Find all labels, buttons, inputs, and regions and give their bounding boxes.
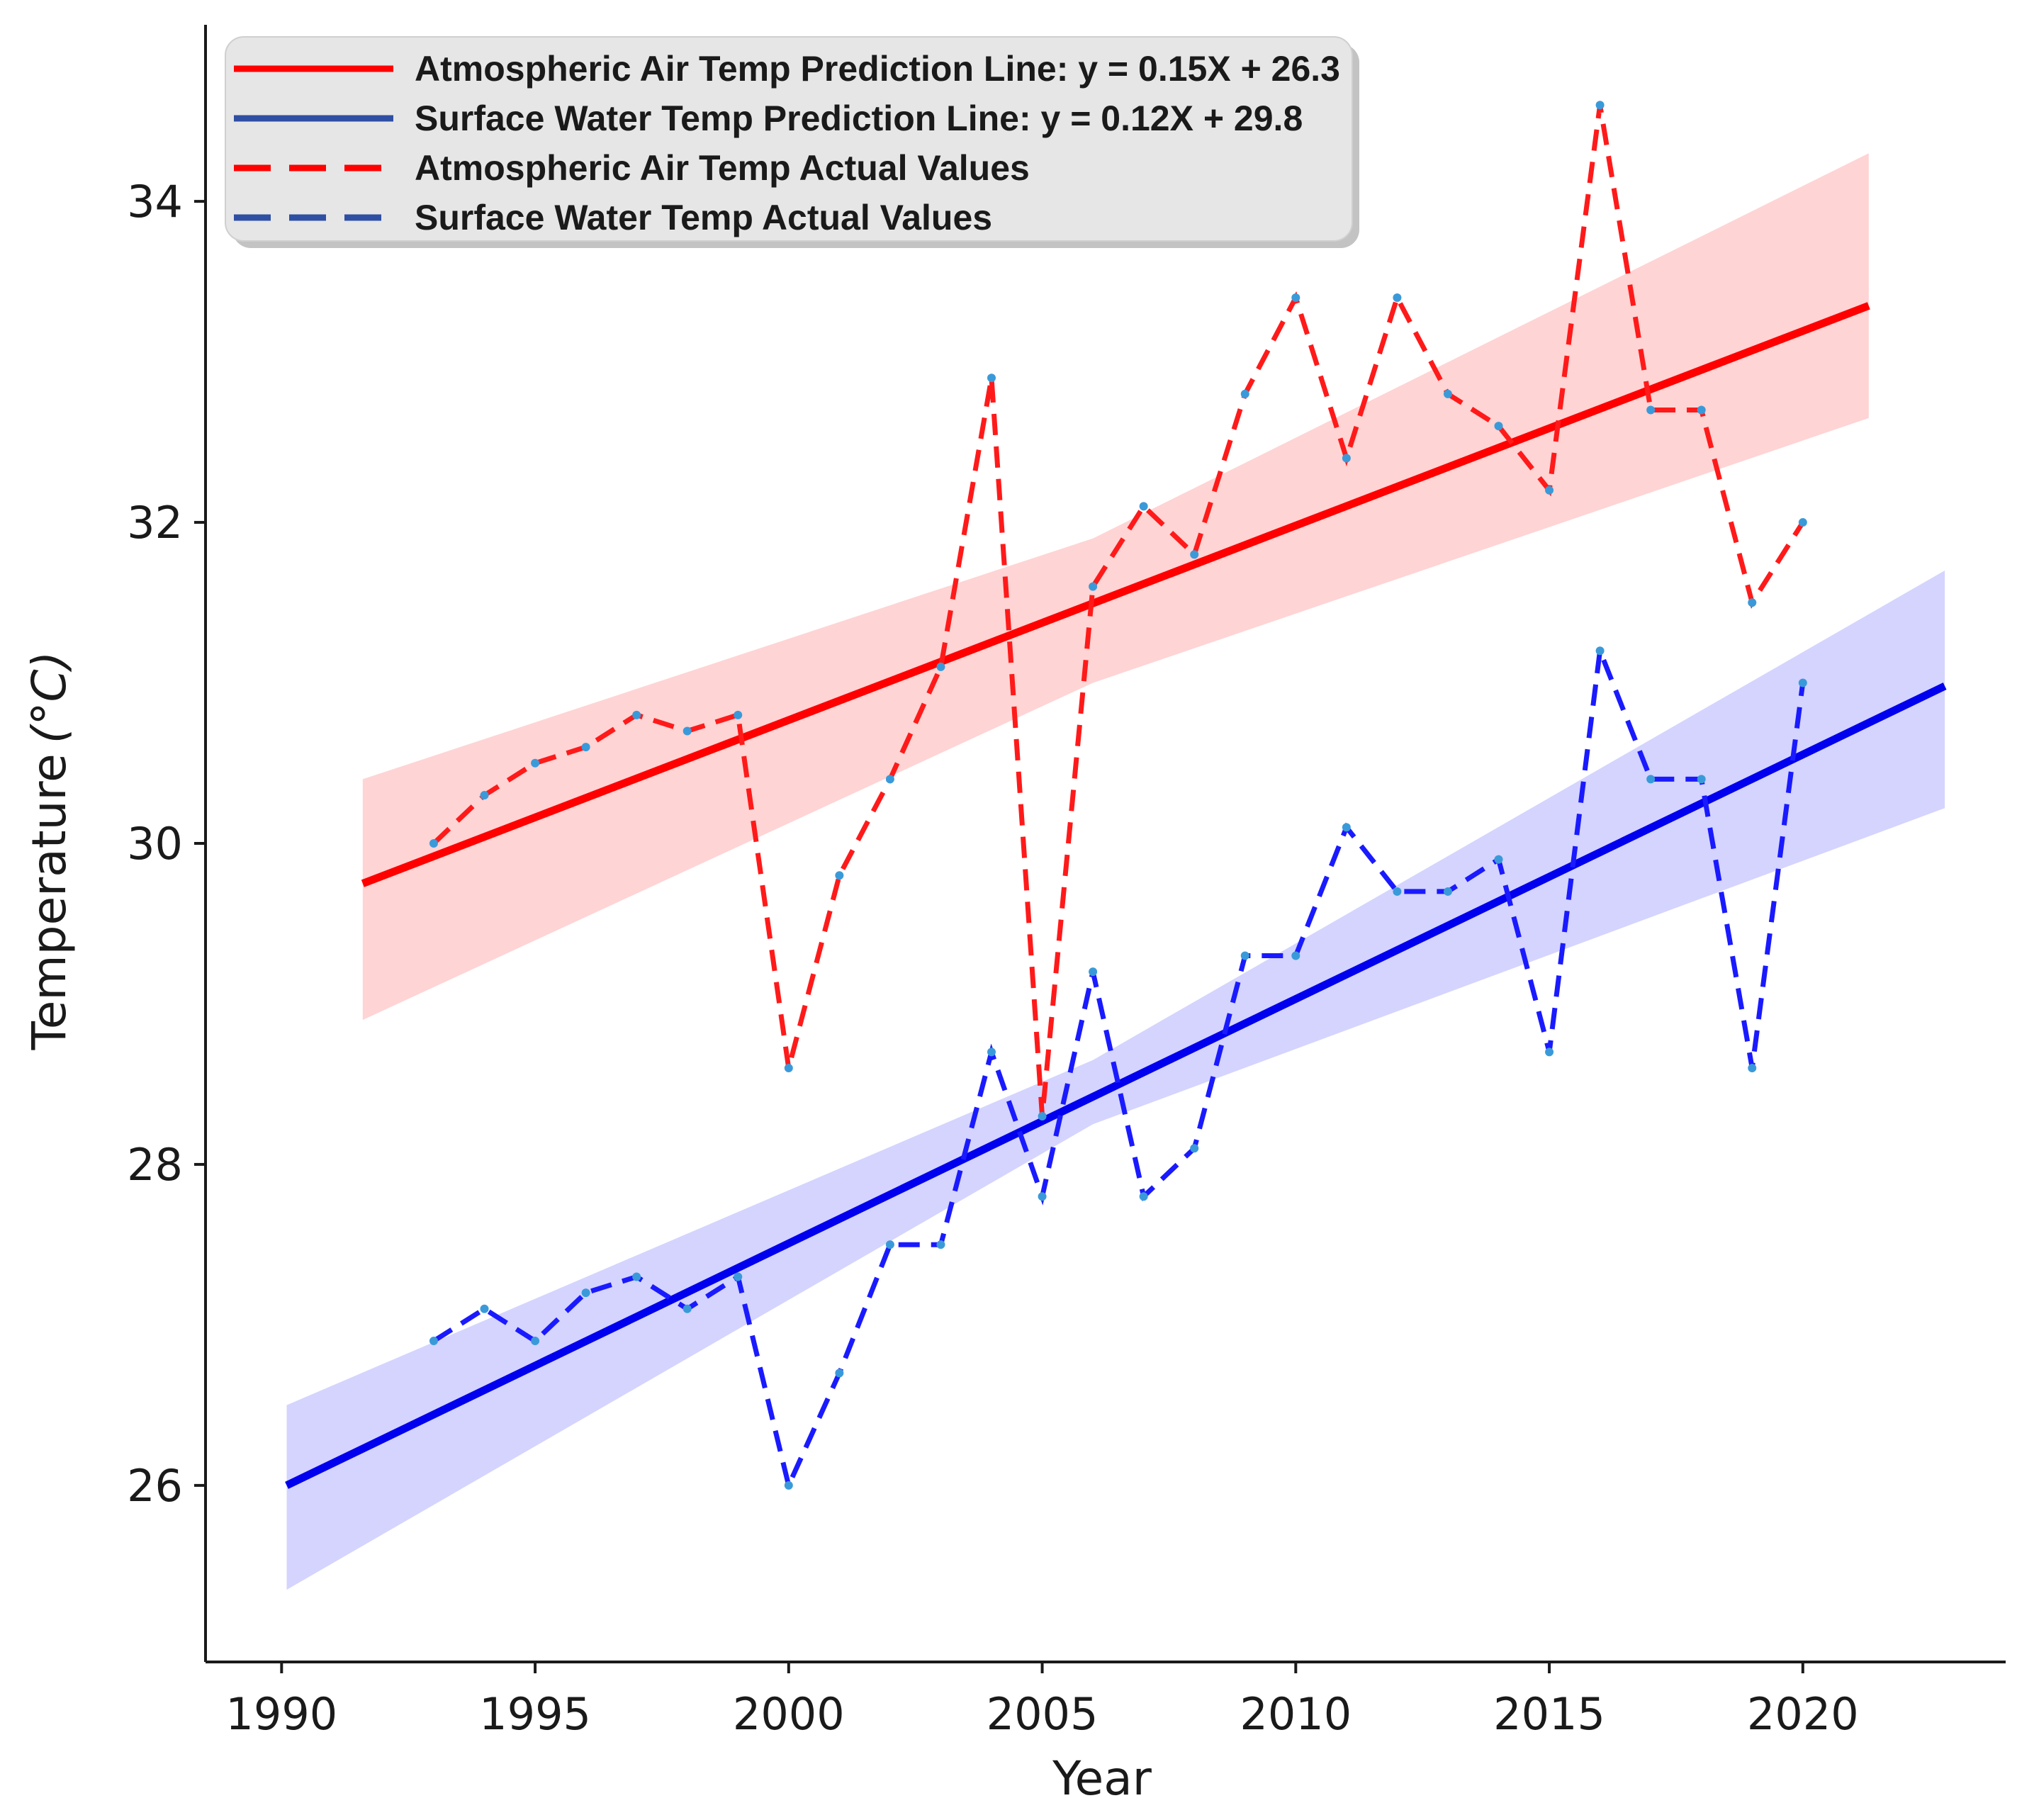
data-lines xyxy=(285,101,1947,1493)
data-point xyxy=(682,726,692,736)
data-point xyxy=(1646,775,1656,784)
data-point xyxy=(1545,485,1554,495)
legend-box xyxy=(225,36,1353,242)
data-point xyxy=(1494,422,1503,431)
data-point xyxy=(835,1369,844,1378)
data-point xyxy=(1190,550,1199,559)
data-point xyxy=(734,710,743,719)
x-tick-label: 1995 xyxy=(479,1688,591,1740)
y-axis-title: Temperature (°C) xyxy=(22,651,77,1051)
actual-values-line-1 xyxy=(432,649,1806,1493)
data-point xyxy=(1748,1064,1757,1073)
data-point xyxy=(1291,951,1300,960)
y-tick-label: 32 xyxy=(127,497,183,549)
legend-label-0: Atmospheric Air Temp Prediction Line: y … xyxy=(415,49,1340,89)
data-point xyxy=(581,1288,590,1298)
data-point xyxy=(1697,775,1706,784)
data-point xyxy=(885,1240,894,1249)
data-point xyxy=(1748,598,1757,607)
y-tick-label: 26 xyxy=(127,1460,183,1512)
data-point xyxy=(429,1337,438,1346)
data-point xyxy=(784,1481,793,1490)
data-point xyxy=(682,1304,692,1313)
y-tick-label: 34 xyxy=(127,176,183,228)
data-point xyxy=(1038,1192,1047,1201)
x-tick-label: 2020 xyxy=(1747,1688,1859,1740)
data-point xyxy=(531,1337,540,1346)
data-point xyxy=(632,1272,641,1281)
data-point xyxy=(1190,1144,1199,1153)
data-point xyxy=(429,839,438,848)
data-point xyxy=(632,710,641,719)
x-tick-label: 2005 xyxy=(987,1688,1099,1740)
data-point xyxy=(987,1047,996,1057)
data-point xyxy=(1291,293,1300,302)
actual-values-line-0 xyxy=(432,104,1805,1117)
data-point xyxy=(1139,502,1148,511)
data-point xyxy=(987,373,996,383)
y-axis-title-text: Temperature xyxy=(22,753,77,1050)
y-tick-label: 30 xyxy=(127,818,183,870)
data-point xyxy=(1342,823,1351,832)
data-point xyxy=(1393,887,1402,896)
legend-label-3: Surface Water Temp Actual Values xyxy=(415,198,992,237)
data-point xyxy=(1089,582,1098,591)
data-point xyxy=(1139,1192,1148,1201)
data-point xyxy=(480,1304,489,1313)
legend-label-1: Surface Water Temp Prediction Line: y = … xyxy=(415,99,1303,138)
data-point xyxy=(1545,1047,1554,1057)
data-point xyxy=(1646,405,1656,415)
data-point xyxy=(1342,454,1351,463)
data-point xyxy=(1443,887,1452,896)
data-point xyxy=(1240,389,1249,398)
data-point xyxy=(1038,1112,1047,1120)
data-point xyxy=(1089,967,1098,977)
x-tick-label: 2015 xyxy=(1493,1688,1605,1740)
x-tick-label: 1990 xyxy=(225,1688,337,1740)
prediction-line-0 xyxy=(361,302,1870,887)
x-tick-label: 2000 xyxy=(733,1688,845,1740)
data-point xyxy=(1798,678,1807,687)
data-point xyxy=(784,1064,793,1073)
data-point xyxy=(480,791,489,800)
data-point xyxy=(1595,101,1605,110)
data-point xyxy=(1240,951,1249,960)
data-point xyxy=(531,758,540,768)
data-point xyxy=(1494,855,1503,864)
data-point xyxy=(1697,405,1706,415)
data-point xyxy=(936,662,945,671)
confidence-band-0 xyxy=(362,153,1869,1021)
legend-label-2: Atmospheric Air Temp Actual Values xyxy=(415,148,1030,188)
data-point xyxy=(885,775,894,784)
data-point xyxy=(936,1240,945,1249)
legend: Atmospheric Air Temp Prediction Line: y … xyxy=(225,36,1359,248)
y-axis-title-unit: (°C) xyxy=(22,651,77,744)
data-point xyxy=(734,1272,743,1281)
x-axis-title: Year xyxy=(1052,1751,1152,1806)
axes xyxy=(194,25,2006,1673)
prediction-line-1 xyxy=(285,682,1947,1489)
data-point xyxy=(1443,389,1452,398)
data-point xyxy=(1798,518,1807,527)
data-point xyxy=(581,743,590,752)
x-tick-label: 2010 xyxy=(1240,1688,1352,1740)
data-point xyxy=(1393,293,1402,302)
data-point xyxy=(1595,646,1605,656)
y-tick-label: 28 xyxy=(127,1139,183,1191)
tick-labels: 1990 1995 2000 2005 2010 2015 2020 26 28 30 32 34 xyxy=(127,176,1859,1740)
data-point xyxy=(835,871,844,880)
